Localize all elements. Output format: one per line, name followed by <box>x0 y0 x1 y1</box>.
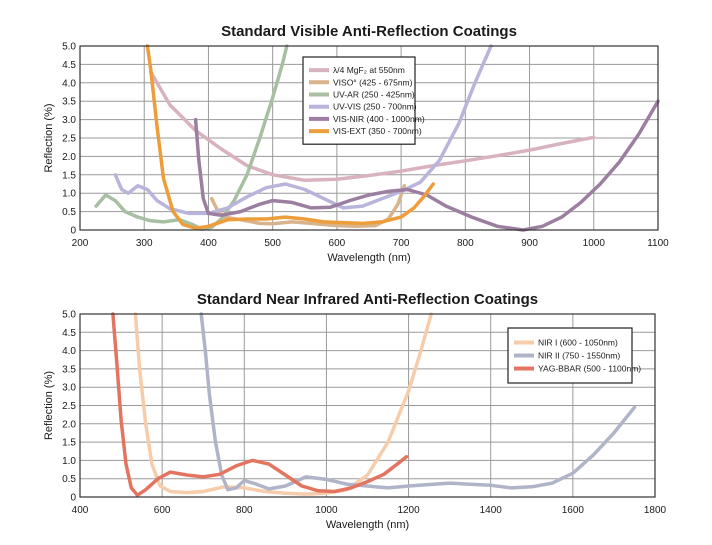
chart-title: Standard Visible Anti-Reflection Coating… <box>221 23 517 40</box>
series-line-0 <box>148 70 596 183</box>
y-tick-label: 2.0 <box>62 419 76 430</box>
x-tick-label: 1600 <box>562 505 585 516</box>
series-line-2 <box>111 312 409 497</box>
x-tick-label: 400 <box>72 505 89 516</box>
legend-entry: VIS-NIR (400 - 1000nm) <box>333 114 425 124</box>
x-tick-label: 1800 <box>644 505 667 516</box>
x-tick-label: 800 <box>457 238 474 249</box>
y-tick-label: 1.5 <box>62 438 76 449</box>
y-tick-label: 2.5 <box>62 134 76 145</box>
y-tick-label: 0 <box>70 493 76 504</box>
legend-entry: UV-VIS (250 - 700nm) <box>333 102 417 112</box>
series-line-1 <box>199 312 637 492</box>
series-line-3 <box>113 44 493 216</box>
y-tick-label: 3.0 <box>62 383 76 394</box>
y-tick-label: 5.0 <box>62 42 76 53</box>
legend-entry: NIR II (750 - 1550nm) <box>538 351 620 361</box>
x-tick-label: 1100 <box>647 238 669 249</box>
y-axis-label: Reflection (%) <box>43 103 55 172</box>
legend-entry: NIR I (600 - 1050nm) <box>538 338 618 348</box>
series-line-5 <box>145 44 435 230</box>
x-tick-label: 400 <box>200 238 217 249</box>
legend-entry: VIS-EXT (350 - 700nm) <box>333 126 422 136</box>
series-group <box>111 312 637 497</box>
x-tick-label: 700 <box>393 238 410 249</box>
x-tick-label: 1000 <box>583 238 606 249</box>
legend: λ/4 MgF₂ at 550nm VISO° (425 - 675nm) UV-A… <box>302 56 425 145</box>
legend-entry: VISO° (425 - 675nm) <box>333 77 413 87</box>
series-line-4 <box>193 99 660 232</box>
legend: NIR I (600 - 1050nm) NIR II (750 - 1550nm… <box>507 327 641 384</box>
x-tick-label: 1000 <box>315 505 338 516</box>
x-tick-label: 800 <box>236 505 253 516</box>
x-tick-label: 200 <box>72 238 89 249</box>
legend-entry: λ/4 MgF₂ at 550nm <box>333 65 405 75</box>
x-tick-label: 300 <box>136 238 153 249</box>
chart-title: Standard Near Infrared Anti-Reflection C… <box>197 291 538 308</box>
series-line-0 <box>133 312 433 496</box>
y-tick-label: 3.5 <box>62 364 76 375</box>
y-tick-label: 3.5 <box>62 97 76 108</box>
y-tick-label: 0 <box>70 226 76 237</box>
nir-ar-chart: Standard Near Infrared Anti-Reflection C… <box>43 291 667 531</box>
y-tick-label: 1.5 <box>62 170 76 181</box>
y-tick-label: 3.0 <box>62 115 76 126</box>
y-tick-label: 2.0 <box>62 152 76 163</box>
y-tick-label: 4.5 <box>62 328 76 339</box>
y-tick-label: 4.0 <box>62 346 76 357</box>
visible-ar-chart: Standard Visible Anti-Reflection Coating… <box>43 23 669 264</box>
x-axis-label: Wavelength (nm) <box>327 252 410 264</box>
series-group <box>94 44 660 232</box>
x-tick-label: 500 <box>264 238 281 249</box>
plot-frame <box>79 45 659 231</box>
x-tick-label: 600 <box>329 238 346 249</box>
y-tick-label: 5.0 <box>62 310 76 321</box>
y-tick-label: 1.0 <box>62 189 76 200</box>
x-tick-label: 1200 <box>397 505 420 516</box>
y-tick-label: 0.5 <box>62 207 76 218</box>
x-tick-label: 900 <box>521 238 538 249</box>
y-tick-label: 1.0 <box>62 456 76 467</box>
x-tick-label: 1400 <box>480 505 503 516</box>
y-axis-label: Reflection (%) <box>43 371 55 440</box>
y-tick-label: 4.0 <box>62 78 76 89</box>
y-tick-label: 2.5 <box>62 401 76 412</box>
legend-entry: YAG-BBAR (500 - 1100nm) <box>538 364 641 374</box>
x-axis-label: Wavelength (nm) <box>326 519 409 531</box>
y-tick-label: 4.5 <box>62 60 76 71</box>
x-tick-label: 600 <box>154 505 171 516</box>
legend-entry: UV-AR (250 - 425nm) <box>333 90 415 100</box>
plot-frame <box>79 313 656 498</box>
y-tick-label: 0.5 <box>62 474 76 485</box>
